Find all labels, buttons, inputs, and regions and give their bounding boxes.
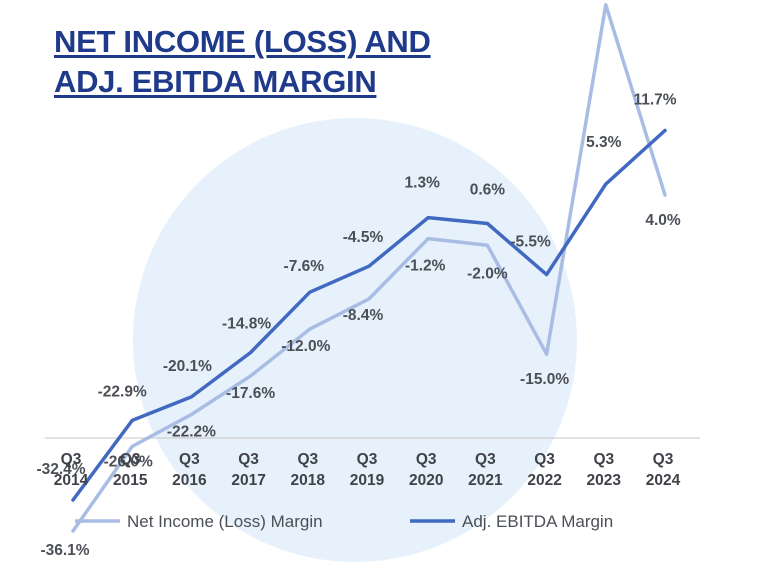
data-label: -32.4% — [36, 461, 85, 478]
data-label: -12.0% — [281, 338, 330, 355]
x-tick-label: 2020 — [409, 472, 443, 489]
chart-title-line-2: ADJ. EBITDA MARGIN — [54, 64, 377, 99]
data-label: 1.3% — [405, 175, 441, 192]
x-tick-label: Q3 — [475, 451, 496, 468]
legend: Net Income (Loss) Margin Adj. EBITDA Marg… — [75, 512, 613, 531]
background-circle — [133, 118, 577, 562]
data-label: -5.5% — [510, 234, 551, 251]
x-tick-label: 2014 — [54, 472, 89, 489]
x-tick-label: 2019 — [350, 472, 385, 489]
x-tick-label: 2017 — [231, 472, 265, 489]
x-tick-label: 2022 — [527, 472, 561, 489]
x-tick-label: Q3 — [653, 451, 674, 468]
x-tick-label: 2018 — [291, 472, 326, 489]
data-label: -22.9% — [98, 383, 147, 400]
x-tick-label: Q3 — [297, 451, 318, 468]
data-label: -7.6% — [284, 258, 325, 275]
x-tick-label: Q3 — [238, 451, 259, 468]
x-tick-label: Q3 — [593, 451, 614, 468]
data-label: -22.2% — [167, 424, 216, 441]
x-tick-label: Q3 — [357, 451, 378, 468]
x-tick-label: 2015 — [113, 472, 148, 489]
x-tick-label: 2024 — [646, 472, 681, 489]
data-label: -2.0% — [467, 265, 508, 282]
legend-label: Adj. EBITDA Margin — [462, 512, 613, 531]
data-label: -20.1% — [163, 358, 212, 375]
data-label: -14.8% — [222, 316, 271, 333]
x-tick-label: Q3 — [179, 451, 200, 468]
data-label: 4.0% — [645, 212, 681, 229]
x-tick-label: Q3 — [61, 451, 82, 468]
x-tick-label: Q3 — [534, 451, 555, 468]
data-label: -1.2% — [405, 258, 446, 275]
x-tick-label: Q3 — [120, 451, 141, 468]
x-tick-label: Q3 — [416, 451, 437, 468]
x-tick-label: 2016 — [172, 472, 207, 489]
data-label: -15.0% — [520, 371, 569, 388]
data-label: 0.6% — [470, 181, 506, 198]
data-label: 5.3% — [586, 134, 622, 151]
x-tick-label: 2021 — [468, 472, 503, 489]
data-label: -36.1% — [40, 542, 89, 559]
data-label: -17.6% — [226, 385, 275, 402]
data-label: -4.5% — [343, 229, 384, 246]
data-label: 11.7% — [633, 91, 676, 108]
legend-label: Net Income (Loss) Margin — [127, 512, 323, 531]
x-tick-label: 2023 — [587, 472, 622, 489]
data-label: -8.4% — [343, 307, 384, 324]
data-label: -26.0% — [104, 453, 153, 470]
chart-title-line-1: NET INCOME (LOSS) AND — [54, 24, 431, 59]
